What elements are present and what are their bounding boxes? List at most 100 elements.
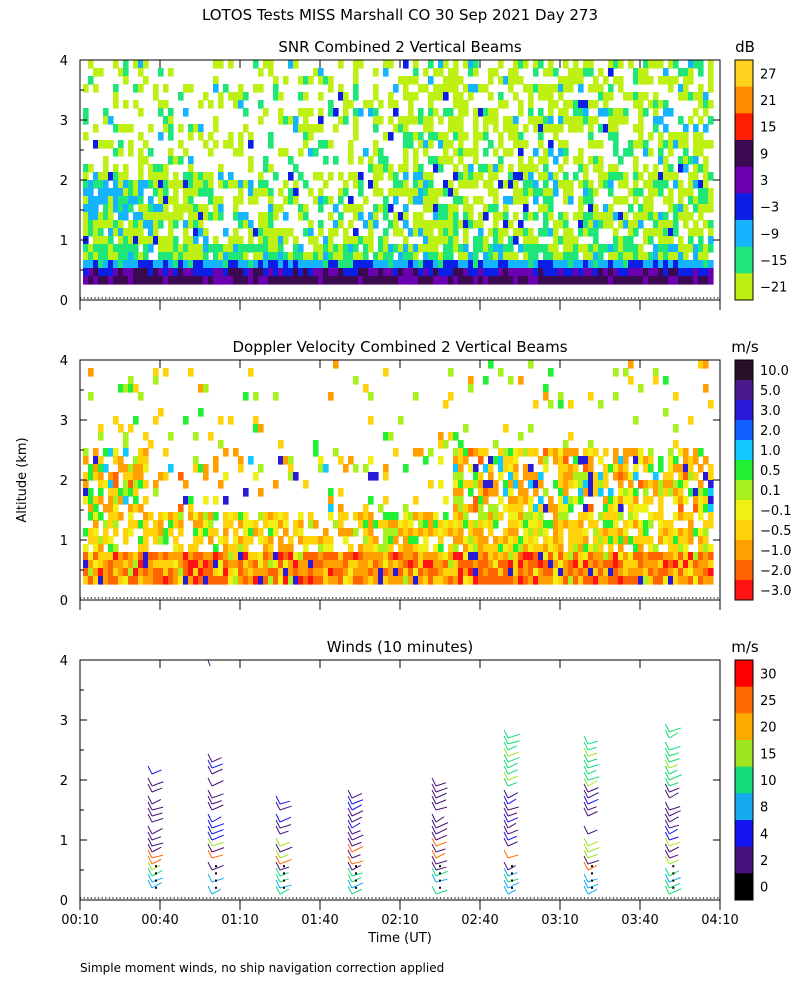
snr-cell: [453, 60, 459, 69]
velocity-cell: [138, 576, 144, 585]
snr-cell: [278, 252, 284, 261]
velocity-cell: [453, 568, 459, 577]
snr-cell: [143, 252, 149, 261]
colorbar-label: −15: [760, 254, 787, 269]
velocity-cell: [578, 520, 584, 529]
snr-cell: [353, 260, 359, 269]
snr-cell: [228, 140, 234, 149]
snr-cell: [203, 204, 209, 213]
snr-cell: [238, 180, 244, 189]
snr-cell: [588, 60, 594, 69]
y-tick-label: 3: [60, 714, 68, 729]
velocity-cell: [478, 576, 484, 585]
velocity-cell: [688, 472, 694, 481]
snr-cell: [383, 276, 389, 285]
snr-cell: [673, 212, 679, 221]
snr-cell: [568, 276, 574, 285]
velocity-cell: [363, 464, 369, 473]
wind-barb-tail: [583, 873, 589, 883]
snr-cell: [263, 252, 269, 261]
velocity-cell: [703, 552, 709, 561]
snr-cell: [553, 84, 559, 93]
snr-cell: [263, 220, 269, 229]
wind-barb-tail: [147, 807, 153, 817]
velocity-cell: [463, 512, 469, 521]
wind-barb: [669, 846, 680, 853]
wind-barb-tail: [207, 825, 213, 835]
snr-cell: [433, 252, 439, 261]
snr-cell: [208, 260, 214, 269]
snr-cell: [663, 260, 669, 269]
velocity-cell: [708, 552, 714, 561]
snr-cell: [328, 196, 334, 205]
velocity-cell: [648, 480, 654, 489]
velocity-cell: [208, 536, 214, 545]
snr-cell: [283, 116, 289, 125]
wind-barb-tail: [347, 789, 353, 799]
snr-cell: [613, 236, 619, 245]
colorbar-label: 2: [760, 854, 768, 869]
snr-cell: [413, 188, 419, 197]
velocity-cell: [558, 480, 564, 489]
velocity-cell: [623, 368, 629, 377]
snr-cell: [678, 116, 684, 125]
snr-cell: [228, 132, 234, 141]
velocity-cell: [343, 568, 349, 577]
snr-cell: [338, 60, 344, 69]
snr-cell: [618, 260, 624, 269]
snr-cell: [433, 196, 439, 205]
snr-cell: [628, 60, 634, 69]
snr-cell: [608, 60, 614, 69]
velocity-cell: [498, 456, 504, 465]
snr-cell: [583, 60, 589, 69]
velocity-cell: [298, 536, 304, 545]
velocity-cell: [278, 576, 284, 585]
snr-cell: [483, 148, 489, 157]
snr-cell: [448, 108, 454, 117]
snr-cell: [708, 60, 714, 69]
snr-cell: [163, 124, 169, 133]
snr-cell: [373, 172, 379, 181]
snr-cell: [158, 180, 164, 189]
snr-cell: [298, 76, 304, 85]
velocity-cell: [588, 568, 594, 577]
velocity-cell: [83, 528, 89, 537]
wind-gate-dot: [215, 872, 217, 875]
snr-cell: [138, 260, 144, 269]
snr-cell: [288, 228, 294, 237]
velocity-cell: [558, 456, 564, 465]
snr-cell: [543, 164, 549, 173]
wind-barb-tail: [347, 873, 353, 883]
snr-cell: [228, 260, 234, 269]
snr-cell: [503, 252, 509, 261]
snr-cell: [698, 252, 704, 261]
snr-cell: [423, 188, 429, 197]
velocity-cell: [623, 552, 629, 561]
snr-cell: [658, 268, 664, 277]
snr-cell: [233, 260, 239, 269]
velocity-cell: [243, 488, 249, 497]
snr-cell: [243, 252, 249, 261]
velocity-cell: [598, 456, 604, 465]
snr-cell: [248, 220, 254, 229]
velocity-cell: [703, 472, 709, 481]
snr-cell: [638, 76, 644, 85]
velocity-cell: [83, 456, 89, 465]
velocity-cell: [698, 496, 704, 505]
snr-cell: [328, 276, 334, 285]
snr-cell: [333, 260, 339, 269]
velocity-cell: [533, 512, 539, 521]
velocity-cell: [583, 536, 589, 545]
snr-cell: [608, 180, 614, 189]
snr-cell: [178, 244, 184, 253]
snr-cell: [198, 100, 204, 109]
velocity-cell: [648, 560, 654, 569]
velocity-cell: [488, 464, 494, 473]
velocity-cell: [698, 544, 704, 553]
velocity-cell: [133, 496, 139, 505]
snr-cell: [398, 252, 404, 261]
velocity-cell: [213, 560, 219, 569]
velocity-cell: [503, 488, 509, 497]
snr-cell: [548, 108, 554, 117]
snr-cell: [703, 244, 709, 253]
